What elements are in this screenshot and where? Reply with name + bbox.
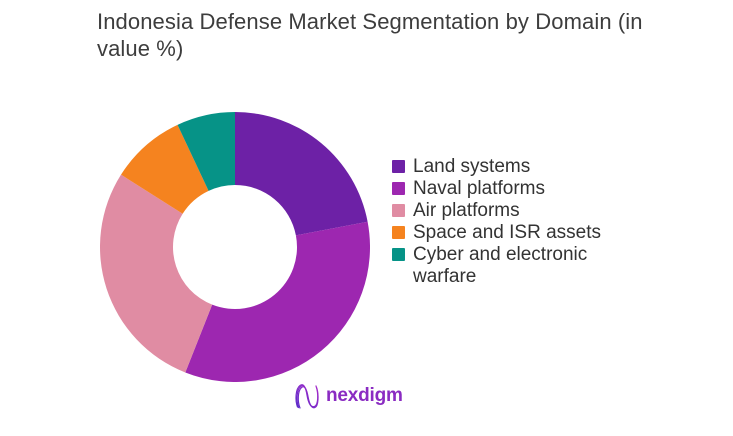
legend-item-land-systems: Land systems <box>392 156 622 178</box>
chart-legend: Land systems Naval platforms Air platfor… <box>392 156 622 288</box>
donut-slice-space-and-isr-assets <box>121 124 209 214</box>
donut-chart-area <box>100 112 371 383</box>
nexdigm-wordmark: nexdigm <box>326 385 403 406</box>
legend-label: Cyber and electronic warfare <box>413 244 588 287</box>
donut-slice-air-platforms <box>100 174 213 373</box>
legend-label: Air platforms <box>413 200 520 221</box>
donut-slice-cyber-and-electronic-warfare <box>177 112 235 191</box>
legend-item-space-isr-assets: Space and ISR assets <box>392 222 622 244</box>
nexdigm-logo: nexdigm <box>294 381 403 411</box>
donut-chart <box>100 112 371 383</box>
chart-title: Indonesia Defense Market Segmentation by… <box>97 9 643 61</box>
nexdigm-logo-icon <box>295 384 319 409</box>
legend-swatch-icon <box>392 182 405 195</box>
legend-label: Naval platforms <box>413 178 545 199</box>
legend-swatch-icon <box>392 204 405 217</box>
donut-slice-naval-platforms <box>185 221 371 383</box>
legend-label: Land systems <box>413 156 531 177</box>
legend-swatch-icon <box>392 248 405 261</box>
donut-slice-land-systems <box>235 112 368 236</box>
legend-item-naval-platforms: Naval platforms <box>392 178 622 200</box>
legend-swatch-icon <box>392 160 405 173</box>
legend-item-air-platforms: Air platforms <box>392 200 622 222</box>
legend-item-cyber-electronic-warfare: Cyber and electronic warfare <box>392 244 622 288</box>
legend-swatch-icon <box>392 226 405 239</box>
legend-label: Space and ISR assets <box>413 222 601 243</box>
